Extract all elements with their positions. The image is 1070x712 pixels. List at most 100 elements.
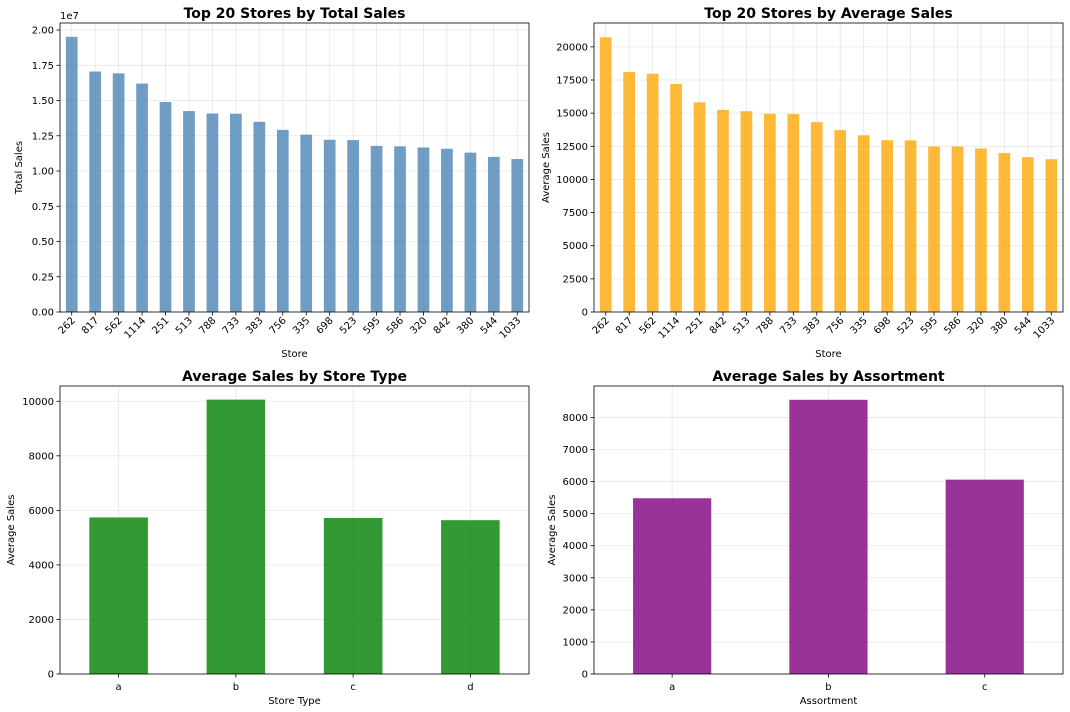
chart-title: Average Sales by Store Type (182, 369, 407, 385)
x-tick-label: 513 (731, 315, 752, 336)
y-tick-label: 0 (582, 670, 588, 681)
y-tick-label: 1000 (563, 637, 588, 648)
bar-335 (300, 134, 313, 312)
bar-b (206, 399, 266, 674)
bar-586 (394, 146, 406, 312)
y-tick-label: 3000 (563, 573, 588, 584)
bar-562 (112, 73, 125, 312)
x-tick-label: a (116, 682, 122, 693)
x-tick-label: 733 (778, 315, 799, 336)
x-tick-label: d (467, 682, 473, 693)
x-tick-label: 586 (942, 315, 963, 336)
x-tick-label: 788 (197, 315, 218, 336)
bar-523 (904, 140, 917, 312)
bar-698 (323, 139, 336, 312)
bar-383 (810, 122, 823, 312)
chart-store-type: 0 2000 4000 6000 8000 10000 a b c d Average Sales … (6, 369, 530, 707)
x-tick-label: b (825, 682, 831, 693)
bar-c (323, 518, 383, 674)
chart-title: Average Sales by Assortment (712, 369, 945, 385)
y-axis-label: Average Sales (547, 495, 558, 566)
x-tick-label: 523 (895, 315, 916, 336)
x-tick-label: 383 (802, 315, 823, 336)
bar-562 (646, 73, 659, 312)
x-tick-label: 262 (591, 315, 612, 336)
bar-817 (89, 71, 102, 312)
bar-262 (599, 37, 612, 312)
x-tick-label: 523 (338, 315, 359, 336)
x-tick-label: 251 (684, 315, 705, 336)
x-axis-label: Store (281, 349, 307, 360)
y-tick-label: 6000 (29, 506, 54, 517)
x-tick-label: 788 (755, 315, 776, 336)
y-tick-label: 10000 (22, 397, 54, 408)
x-tick-label: 380 (989, 315, 1010, 336)
x-tick-label: 262 (57, 315, 78, 336)
x-tick-label: 335 (291, 315, 312, 336)
x-tick-label: 335 (849, 315, 870, 336)
bar-544 (1021, 157, 1034, 312)
bar-d (441, 520, 500, 674)
bar-262 (65, 36, 78, 312)
y-tick-label: 10000 (556, 175, 588, 186)
x-tick-label: 1033 (1032, 315, 1058, 341)
y-tick-label: 4000 (563, 541, 588, 552)
y-tick-label: 0 (48, 670, 54, 681)
bar-320 (975, 148, 987, 312)
y-tick-label: 1.75 (32, 61, 54, 72)
bar-842 (441, 148, 453, 312)
y-axis-offset-label: 1e7 (60, 11, 79, 22)
x-tick-label: 698 (872, 315, 893, 336)
x-axis-label: Assortment (800, 696, 858, 707)
plot-frame (59, 22, 530, 313)
y-tick-label: 2.00 (32, 26, 54, 37)
bar-756 (834, 130, 847, 312)
x-tick-label: 817 (614, 315, 635, 336)
plot-frame (593, 22, 1064, 313)
x-tick-label: 251 (150, 315, 171, 336)
y-tick-label: 12500 (556, 142, 588, 153)
bar-733 (230, 113, 242, 313)
x-tick-label: c (350, 682, 356, 693)
x-tick-label: 595 (361, 315, 382, 336)
x-tick-label: 698 (315, 315, 336, 336)
bar-513 (740, 111, 753, 312)
y-tick-label: 1.00 (32, 167, 54, 178)
bar-383 (253, 121, 266, 312)
x-tick-label: 1114 (122, 315, 148, 341)
x-tick-label: a (669, 682, 675, 693)
x-tick-label: 595 (919, 315, 940, 336)
bar-a (633, 498, 712, 674)
x-tick-label: b (233, 682, 239, 693)
x-tick-label: 320 (408, 315, 429, 336)
bar-380 (998, 152, 1011, 312)
y-tick-label: 7500 (563, 208, 588, 219)
x-tick-label: 380 (455, 315, 476, 336)
y-tick-label: 0 (582, 308, 588, 319)
x-tick-label: 756 (825, 315, 846, 336)
plot-frame (59, 385, 530, 675)
bar-320 (417, 147, 430, 312)
x-tick-label: 817 (80, 315, 101, 336)
chart-average-sales: 0 2500 5000 7500 10000 12500 15000 17500 20000 26… (541, 6, 1064, 360)
bar-595 (370, 145, 383, 312)
y-tick-label: 1.25 (32, 131, 54, 142)
bar-251 (159, 101, 172, 312)
x-tick-label: 733 (221, 315, 242, 336)
y-tick-label: 2000 (563, 605, 588, 616)
x-tick-label: 1033 (498, 315, 524, 341)
x-tick-label: 513 (174, 315, 195, 336)
bar-523 (347, 140, 359, 312)
bar-335 (857, 135, 870, 312)
x-tick-label: 842 (432, 315, 453, 336)
bar-1114 (670, 83, 682, 312)
y-tick-label: 20000 (556, 42, 588, 53)
y-axis-label: Average Sales (541, 132, 552, 203)
y-tick-label: 2500 (563, 274, 588, 285)
bar-595 (928, 146, 940, 312)
y-axis-label: Average Sales (6, 495, 17, 566)
y-tick-label: 8000 (563, 413, 588, 424)
bar-788 (206, 113, 219, 312)
